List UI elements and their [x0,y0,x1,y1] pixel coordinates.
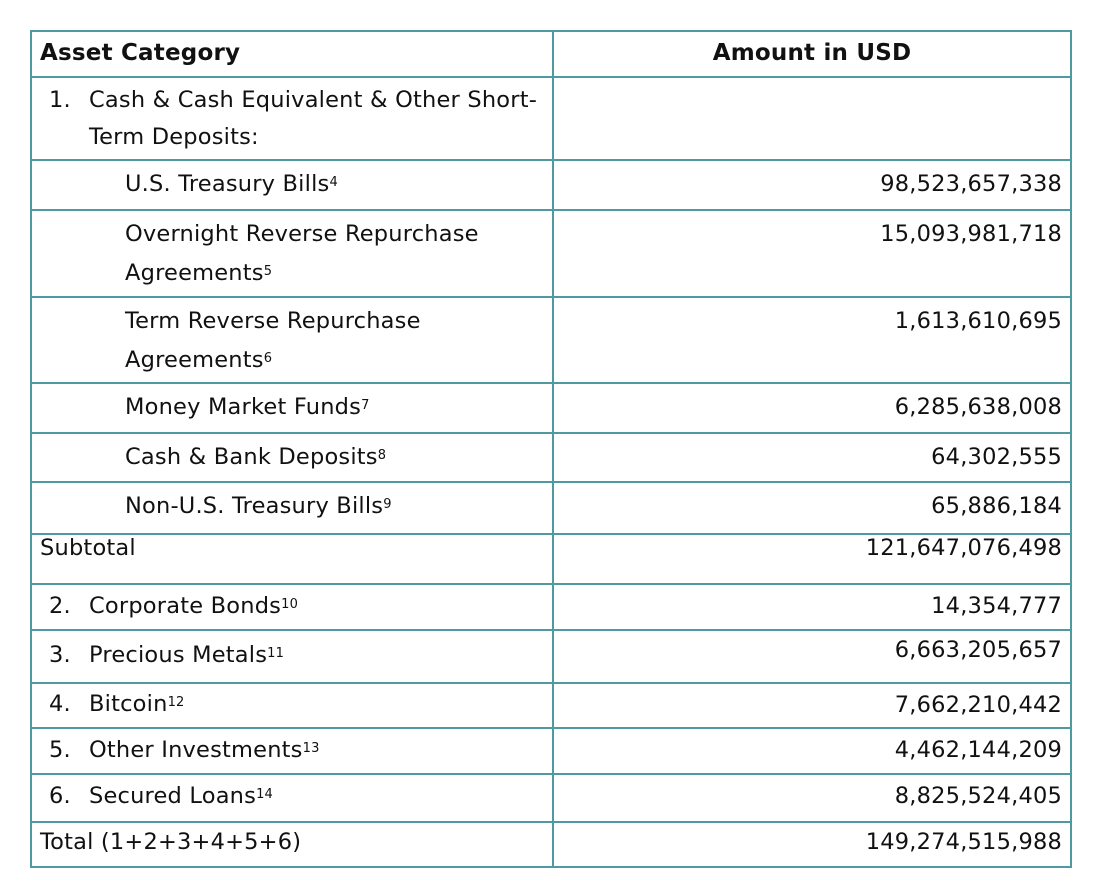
header-row: Asset Category Amount in USD [30,30,1072,78]
row-amount: 65,886,184 [931,493,1062,519]
row-amount: 7,662,210,442 [894,692,1062,718]
row-label: Precious Metals11 [89,642,285,668]
row-amount: 64,302,555 [931,444,1062,470]
table-row: Term Reverse Repurchase Agreements6 1,61… [30,296,1072,384]
total-row: Total (1+2+3+4+5+6) 149,274,515,988 [30,821,1072,868]
row-number: 6. [49,783,71,809]
row-amount: 15,093,981,718 [880,221,1062,247]
subtotal-row: Subtotal 121,647,076,498 [30,533,1072,585]
row-amount: 98,523,657,338 [880,171,1062,197]
row-label: Money Market Funds7 [125,394,370,420]
footnote-ref: 4 [329,175,338,190]
row-amount: 6,285,638,008 [894,394,1062,420]
row-label: Cash & Bank Deposits8 [125,444,387,470]
table-row: U.S. Treasury Bills4 98,523,657,338 [30,159,1072,211]
table-row: 3. Precious Metals11 6,663,205,657 [30,629,1072,684]
row-number: 3. [49,642,71,668]
table-row: 5. Other Investments13 4,462,144,209 [30,727,1072,775]
footnote-ref: 13 [302,741,320,756]
footnote-ref: 14 [256,787,274,802]
asset-category-header: Asset Category [30,30,554,78]
total-label: Total (1+2+3+4+5+6) [30,821,554,868]
table-row: 2. Corporate Bonds10 14,354,777 [30,583,1072,631]
table-row: Money Market Funds7 6,285,638,008 [30,382,1072,434]
row-amount: 1,613,610,695 [894,308,1062,334]
footnote-ref: 6 [263,351,273,366]
row-amount: 6,663,205,657 [894,637,1062,663]
section-1-number: 1. [49,87,71,113]
footnote-ref: 10 [281,597,299,612]
subtotal-label: Subtotal [30,533,554,585]
footnote-ref: 11 [267,646,285,661]
section-1-amount-cell [552,76,1072,161]
total-amount: 149,274,515,988 [552,821,1072,868]
row-label: Overnight Reverse Repurchase Agreements5 [125,221,479,286]
row-number: 4. [49,691,71,717]
table-row: 6. Secured Loans14 8,825,524,405 [30,773,1072,823]
footnote-ref: 9 [383,497,392,512]
footnote-ref: 7 [361,398,370,413]
footnote-ref: 8 [377,448,387,463]
row-number: 2. [49,593,71,619]
row-amount: 4,462,144,209 [894,737,1062,763]
asset-table: Asset Category Amount in USD 1. Cash & C… [30,30,1072,868]
section-1-row: 1. Cash & Cash Equivalent & Other Short-… [30,76,1072,161]
table-row: Overnight Reverse Repurchase Agreements5… [30,209,1072,298]
section-1-label: Cash & Cash Equivalent & Other Short-Ter… [89,87,538,150]
table-row: Cash & Bank Deposits8 64,302,555 [30,432,1072,483]
row-label: Corporate Bonds10 [89,593,299,619]
footnote-ref: 5 [263,264,273,279]
subtotal-amount: 121,647,076,498 [552,533,1072,585]
row-amount: 14,354,777 [931,593,1062,619]
amount-header: Amount in USD [552,30,1072,78]
row-label: Secured Loans14 [89,783,274,809]
footnote-ref: 12 [167,695,185,710]
row-label: Bitcoin12 [89,691,185,717]
row-label: Other Investments13 [89,737,320,763]
row-label: U.S. Treasury Bills4 [125,171,338,197]
row-amount: 8,825,524,405 [894,783,1062,809]
section-1-cell: 1. Cash & Cash Equivalent & Other Short-… [30,76,554,161]
row-label: Non-U.S. Treasury Bills9 [125,493,392,519]
table-row: Non-U.S. Treasury Bills9 65,886,184 [30,481,1072,535]
row-label: Term Reverse Repurchase Agreements6 [125,308,421,373]
table-row: 4. Bitcoin12 7,662,210,442 [30,682,1072,729]
row-number: 5. [49,737,71,763]
